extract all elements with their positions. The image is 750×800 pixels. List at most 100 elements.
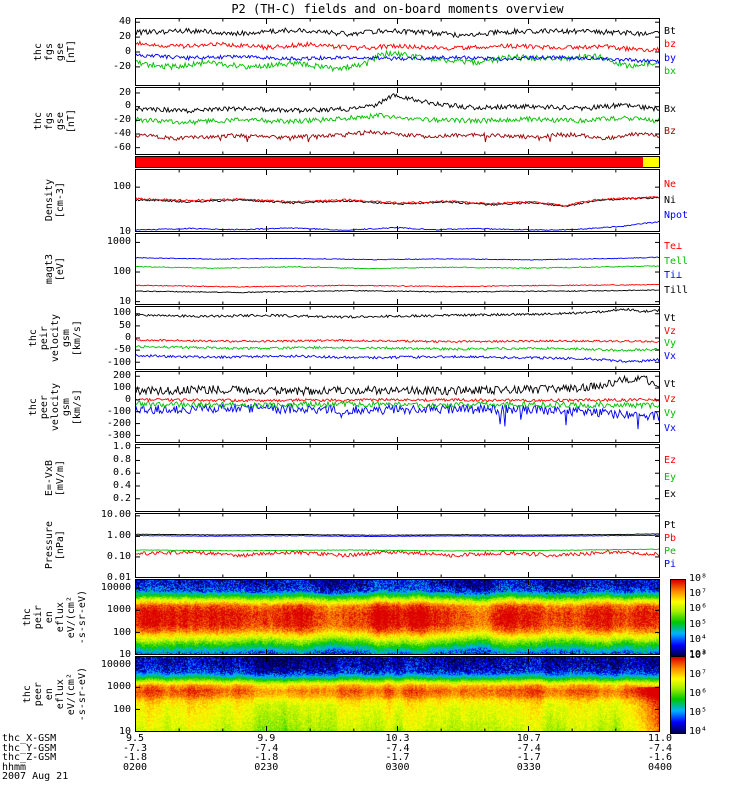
axis-row-label: thc_Z-GSM [2,752,57,763]
axis-value: 0200 [122,761,148,773]
legend-Pb: Pb [664,533,677,544]
legend-Npot: Npot [664,210,689,222]
legend-Till: Till [664,284,689,296]
ytick-label: 0 [124,100,131,112]
axis-row-label: thc_X-GSM [2,733,57,744]
legend-Vy: Vy [664,408,677,420]
panel-border [135,87,660,155]
ytick-label: 0.10 [106,551,131,563]
series-Te⊥ [135,283,660,288]
axis-value: -7.4 [254,742,279,754]
ytick-label: 10000 [100,581,131,593]
ytick-label: -100 [106,356,131,368]
series-Vy [135,400,660,410]
ylabel-text: Pressure [nPa] [44,521,66,570]
ytick-label: -100 [106,405,131,417]
panel-border [135,18,660,86]
series-Tell [135,265,660,270]
axis-value: -7.4 [385,742,410,754]
ytick-label: -50 [112,344,131,356]
legend-Bz: Bz [664,126,677,138]
legend-Ex: Ex [664,489,677,500]
ytick-label: -20 [112,61,131,73]
axis-value: 10.7 [516,733,541,744]
legend-Vz: Vz [664,393,677,405]
panel-density-ylabel: Density [cm-3] [10,169,100,232]
ytick-label: 1.00 [106,530,131,542]
ytick-label: 40 [118,15,131,27]
legend-Vt: Vt [664,312,677,324]
axis-value: -1.7 [385,752,410,763]
series-by [135,53,660,65]
series-Vt [135,307,660,319]
ispec-colorbar [670,579,686,657]
series-Vx [135,402,660,430]
ytick-label: 1.0 [112,441,131,453]
series-Vz [135,397,660,403]
ytick-label: 50 [118,319,131,331]
colorbar-label: 10³ [689,649,708,660]
panel-espec-frame [135,656,660,732]
ytick-label: 10 [118,726,131,737]
ytick-label: 100 [112,703,131,715]
ytick-label: 100 [112,626,131,638]
legend-Vx: Vx [664,422,677,434]
series-Ti⊥ [135,256,660,261]
panel-pressure-ylabel: Pressure [nPa] [10,513,100,578]
series-Pb [135,549,660,558]
flag-segment-0 [136,157,644,167]
axis-value: -7.4 [647,742,673,754]
panel-border [135,444,660,512]
colorbar-label: 10⁸ [689,573,708,584]
ytick-label: 0.4 [112,480,131,492]
colorbar-label: 10⁷ [689,588,708,600]
axis-value: 10.3 [385,733,410,744]
legend-Ni: Ni [664,194,677,206]
espec-colorbar [670,656,686,734]
ytick-label: -60 [112,142,131,154]
ytick-label: 20 [118,30,131,42]
panel-border [135,371,660,443]
series-Vx [135,353,660,363]
series-Pe [135,548,660,552]
ytick-label: 0.8 [112,454,131,466]
legend-Tell: Tell [664,255,689,267]
ytick-label: -40 [112,128,131,140]
ytick-label: 10.00 [100,509,131,521]
series-Bt [135,27,660,39]
legend-by: by [664,52,677,64]
axis-row-label: thc_Y-GSM [2,742,57,754]
series-Pt [135,533,660,536]
panel-border [135,306,660,370]
ytick-label: 1000 [106,236,131,248]
panel-border [135,579,660,655]
panel-magt3-frame [135,233,660,305]
ytick-label: -200 [106,417,131,429]
axis-value: 9.5 [125,733,145,744]
legend-Vz: Vz [664,325,677,337]
legend-Vx: Vx [664,351,677,363]
ytick-label: 10 [118,226,131,237]
axis-value: 0300 [385,761,410,773]
panel-border [135,513,660,578]
axis-value: -1.8 [122,752,148,763]
series-Ne [135,196,660,207]
legend-bz: bz [664,39,677,51]
axis-value: -1.8 [254,752,279,763]
ytick-label: 10 [118,296,131,308]
series-Vz [135,338,660,344]
panel-border [135,656,660,732]
axis-value: 0400 [647,761,673,773]
ytick-label: 1000 [106,604,131,616]
legend-Pt: Pt [664,520,677,531]
ytick-label: 20 [118,86,131,98]
colorbar-label: 10⁷ [689,669,708,680]
panel-fgs1-frame [135,18,660,86]
series-bx [135,49,660,73]
panel-ve-frame [135,371,660,443]
panel-pressure-frame [135,513,660,578]
series-Vy [135,344,660,352]
colorbar-label: 10⁶ [689,688,708,699]
series-bz [135,40,660,53]
